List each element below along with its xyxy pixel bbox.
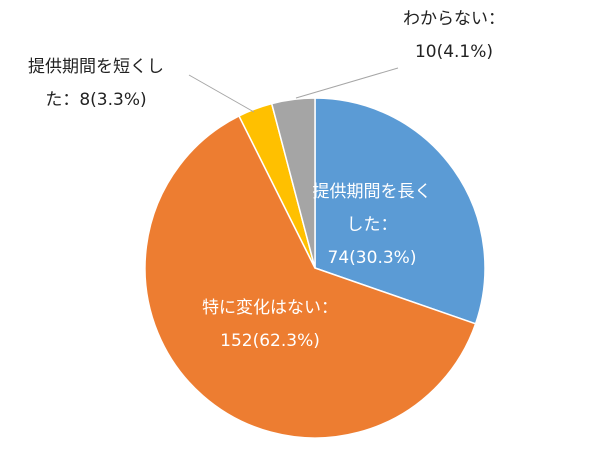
data-label-line: 10(4.1%)	[415, 42, 493, 62]
leader-line-3	[295, 67, 399, 99]
data-labels: 提供期間を長くした： 74(30.3%) 特に変化はない： 152(62.3%) 提供期…	[28, 9, 505, 351]
pie-slices	[144, 97, 486, 439]
pie-slice-1	[144, 114, 477, 439]
data-label-2: 提供期間を短くした：8(3.3%)	[28, 57, 164, 110]
data-label-line: 提供期間を長く	[313, 182, 432, 202]
data-label-1: 特に変化はない： 152(62.3%)	[202, 298, 338, 351]
data-label-0: 提供期間を長くした： 74(30.3%)	[313, 182, 432, 268]
pie-slice-0	[314, 97, 486, 325]
data-label-line: 提供期間を短くし	[28, 57, 164, 77]
data-label-3: わからない： 10(4.1%)	[403, 9, 505, 62]
leader-line-2	[188, 74, 255, 113]
data-label-line: した：	[347, 215, 398, 235]
data-label-line: わからない：	[403, 9, 505, 29]
data-label-line: 152(62.3%)	[220, 331, 320, 351]
data-label-line: 74(30.3%)	[328, 248, 417, 268]
pie-slice-3	[270, 97, 316, 269]
data-label-line: 特に変化はない：	[202, 298, 338, 318]
leader-lines	[188, 67, 399, 113]
data-label-line: た：8(3.3%)	[45, 90, 146, 110]
